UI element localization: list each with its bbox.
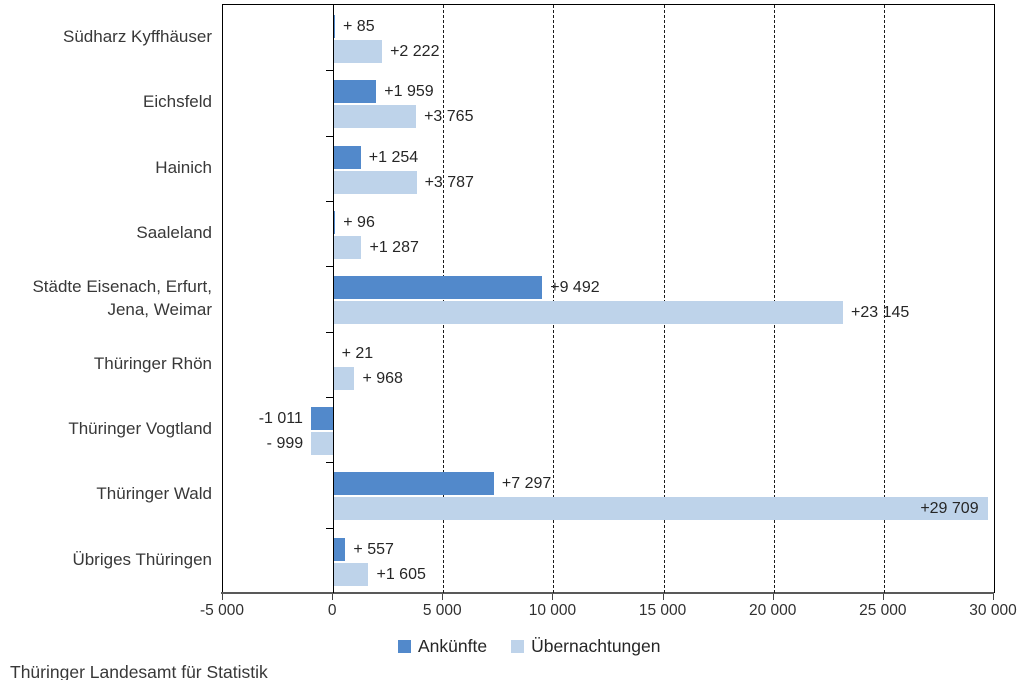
bar-value-label: + 21 <box>341 344 374 362</box>
x-tick-label: 10 000 <box>528 602 577 619</box>
bar-uebernachtungen <box>333 236 362 259</box>
bar-value-label: +9 492 <box>550 279 600 297</box>
bar-value-label: +1 254 <box>368 148 419 166</box>
bar-value-label: +23 145 <box>850 304 910 322</box>
x-axis-tick <box>882 594 884 600</box>
x-tick-label: 25 000 <box>859 602 907 619</box>
bar-ankuenfte <box>333 80 377 104</box>
bar-value-label: + 557 <box>353 540 394 558</box>
bar-uebernachtungen <box>333 366 355 390</box>
bar-value-label: +2 222 <box>390 43 440 60</box>
bar-ankuenfte <box>333 537 346 561</box>
bar-ankuenfte <box>333 145 361 169</box>
bar-value-label: - 999 <box>266 435 304 452</box>
category-label: Thüringer Rhön <box>0 331 212 396</box>
category-label-line: Thüringer Wald <box>96 484 212 504</box>
bar-uebernachtungen <box>333 105 417 129</box>
x-tick-label: 30 000 <box>969 602 1017 619</box>
plot-area: + 85 +2 222 +1 959 +3 765 +1 254 +3 787 + 96 +1… <box>222 4 995 593</box>
bar-value-label: + 96 <box>343 214 375 231</box>
gridline <box>553 5 555 593</box>
category-label: Südharz Kyffhäuser <box>0 4 212 69</box>
category-label-line: Saaleland <box>136 223 212 243</box>
x-tick-label: 15 000 <box>638 602 687 619</box>
gridline <box>773 5 775 593</box>
category-label-line: Südharz Kyffhäuser <box>63 27 212 47</box>
category-label-line: Übriges Thüringen <box>72 549 212 569</box>
category-tick <box>325 135 333 137</box>
source-text: Thüringer Landesamt für Statistik <box>10 662 268 680</box>
bar-value-label: -1 011 <box>258 410 303 427</box>
category-tick <box>325 331 333 333</box>
bar-ankuenfte <box>333 211 336 234</box>
bar-value-label: +1 605 <box>376 565 426 583</box>
category-tick <box>325 527 333 529</box>
x-tick-label: 5 000 <box>422 602 462 619</box>
category-label-line: Thüringer Rhön <box>93 353 212 373</box>
bar-ankuenfte <box>333 341 335 365</box>
x-axis-tick <box>222 594 223 600</box>
bar-uebernachtungen <box>333 562 369 586</box>
category-label-line: Jena, Weimar <box>107 299 212 319</box>
category-tick <box>325 462 333 464</box>
x-axis-tick <box>552 594 554 600</box>
x-axis-tick <box>993 594 994 600</box>
bar-value-label: +29 709 <box>920 500 979 518</box>
zero-axis-line <box>332 5 334 593</box>
bar-value-label: + 85 <box>343 18 375 35</box>
bar-value-label: +7 297 <box>501 475 552 493</box>
category-label: Übriges Thüringen <box>0 527 212 592</box>
category-tick <box>325 70 333 72</box>
legend-swatch <box>511 640 525 653</box>
category-label: Saaleland <box>0 200 212 265</box>
x-axis-tick <box>662 594 664 600</box>
category-label-line: Thüringer Vogtland <box>68 419 212 439</box>
category-label-line: Eichsfeld <box>143 92 212 112</box>
legend-label: Ankünfte <box>418 636 488 656</box>
bar-value-label: +1 287 <box>369 239 419 256</box>
x-axis-line <box>221 592 994 594</box>
legend: Ankünfte Übernachtungen <box>398 636 660 657</box>
bar-uebernachtungen <box>333 301 843 325</box>
category-label-line: Städte Eisenach, Erfurt, <box>32 276 212 296</box>
x-axis-tick <box>442 594 444 600</box>
legend-swatch <box>398 640 411 653</box>
bar-uebernachtungen <box>333 170 417 194</box>
bar-value-label: +1 959 <box>384 83 434 101</box>
gridline <box>883 5 885 593</box>
x-tick-label: 20 000 <box>748 602 797 619</box>
gridline <box>663 5 665 593</box>
bar-ankuenfte <box>333 472 494 496</box>
bar-value-label: +3 765 <box>424 108 474 126</box>
category-tick <box>325 201 333 202</box>
legend-item-bernachtungen: Übernachtungen <box>511 636 660 657</box>
category-tick <box>325 397 333 398</box>
bar-uebernachtungen <box>333 497 988 521</box>
category-label: Hainich <box>0 135 212 200</box>
bar-value-label: +3 787 <box>424 173 474 191</box>
legend-label: Übernachtungen <box>531 636 661 656</box>
x-tick-label: -5 000 <box>200 602 244 619</box>
bar-ankuenfte <box>310 407 334 430</box>
x-axis-tick <box>772 594 774 600</box>
category-label: Eichsfeld <box>0 69 212 134</box>
category-label: Thüringer Wald <box>0 461 212 526</box>
bar-value-label: + 968 <box>362 369 403 387</box>
category-label: Städte Eisenach, Erfurt, Jena, Weimar <box>0 265 212 330</box>
x-tick-label: 0 <box>327 602 337 619</box>
category-label: Thüringer Vogtland <box>0 396 212 461</box>
category-label-line: Hainich <box>155 157 212 177</box>
bar-ankuenfte <box>333 15 335 38</box>
bar-ankuenfte <box>333 276 543 300</box>
legend-item-anknfte: Ankünfte <box>398 636 487 657</box>
x-axis-tick <box>332 594 334 600</box>
bar-uebernachtungen <box>311 432 334 455</box>
category-tick <box>325 266 333 268</box>
bar-uebernachtungen <box>333 40 383 63</box>
